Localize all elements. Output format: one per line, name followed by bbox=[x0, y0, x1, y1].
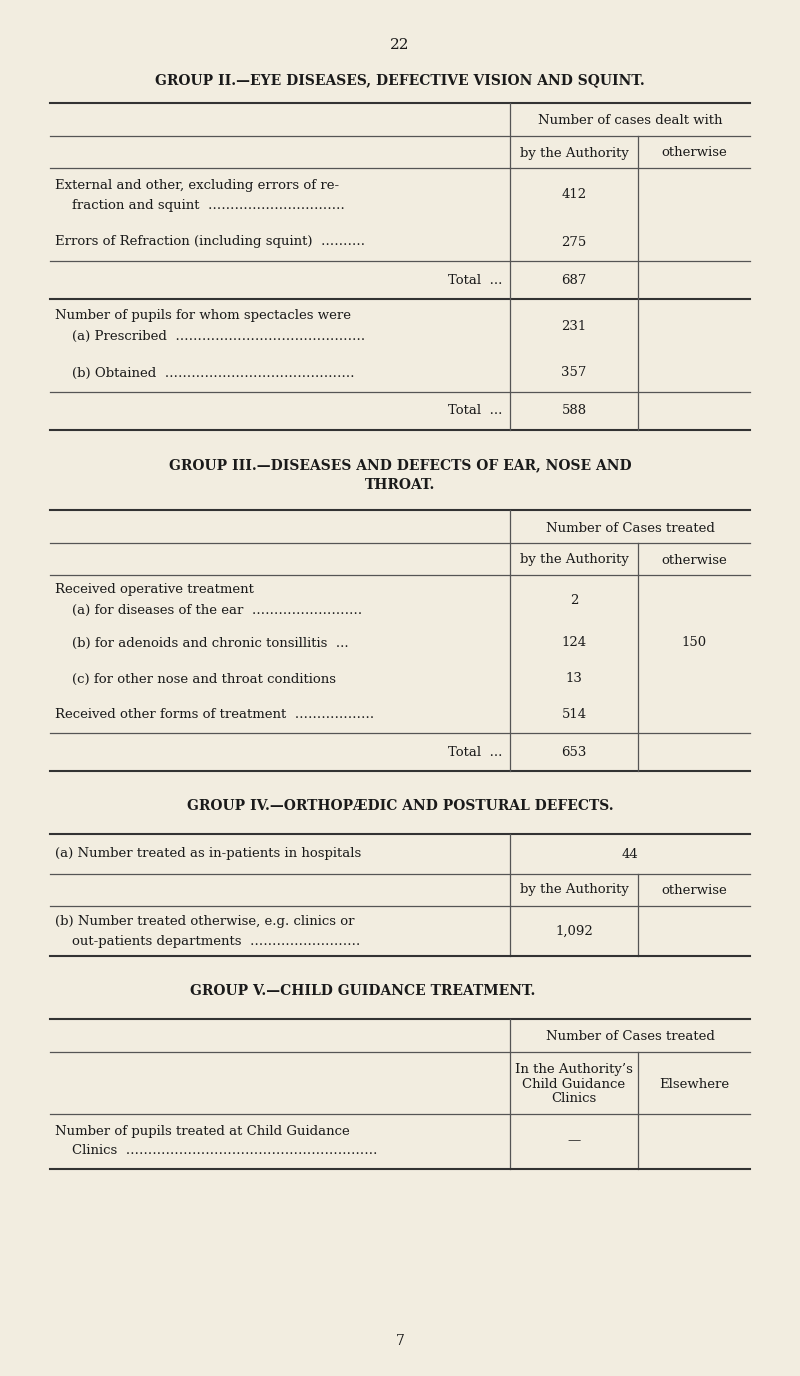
Text: (a) for diseases of the ear  …………………….: (a) for diseases of the ear ……………………. bbox=[55, 604, 362, 616]
Text: Clinics: Clinics bbox=[551, 1093, 597, 1105]
Text: (a) Prescribed  …………………………………….: (a) Prescribed ……………………………………. bbox=[55, 329, 365, 343]
Text: out-patients departments  …………………….: out-patients departments ……………………. bbox=[55, 934, 360, 948]
Text: otherwise: otherwise bbox=[661, 146, 727, 160]
Text: Child Guidance: Child Guidance bbox=[522, 1077, 626, 1091]
Text: 124: 124 bbox=[562, 637, 586, 649]
Text: —: — bbox=[567, 1134, 581, 1148]
Text: 687: 687 bbox=[562, 274, 586, 286]
Text: 22: 22 bbox=[390, 39, 410, 52]
Text: fraction and squint  ………………………….: fraction and squint …………………………. bbox=[55, 198, 345, 212]
Text: THROAT.: THROAT. bbox=[365, 477, 435, 493]
Text: In the Authority’s: In the Authority’s bbox=[515, 1062, 633, 1076]
Text: Number of Cases treated: Number of Cases treated bbox=[546, 1031, 714, 1043]
Text: GROUP II.—EYE DISEASES, DEFECTIVE VISION AND SQUINT.: GROUP II.—EYE DISEASES, DEFECTIVE VISION… bbox=[155, 73, 645, 87]
Text: Errors of Refraction (including squint)  ……….: Errors of Refraction (including squint) … bbox=[55, 235, 365, 249]
Text: (b) Obtained  …………………………………….: (b) Obtained ……………………………………. bbox=[55, 366, 354, 380]
Text: Total  ...: Total ... bbox=[448, 405, 502, 417]
Text: Received other forms of treatment  ………………: Received other forms of treatment ……………… bbox=[55, 709, 374, 721]
Text: 7: 7 bbox=[395, 1333, 405, 1348]
Text: Received operative treatment: Received operative treatment bbox=[55, 583, 254, 597]
Text: External and other, excluding errors of re-: External and other, excluding errors of … bbox=[55, 179, 339, 191]
Text: by the Authority: by the Authority bbox=[519, 553, 629, 567]
Text: 13: 13 bbox=[566, 673, 582, 685]
Text: 44: 44 bbox=[622, 848, 638, 860]
Text: 2: 2 bbox=[570, 593, 578, 607]
Text: Number of pupils for whom spectacles were: Number of pupils for whom spectacles wer… bbox=[55, 310, 351, 322]
Text: 150: 150 bbox=[682, 637, 706, 649]
Text: otherwise: otherwise bbox=[661, 553, 727, 567]
Text: Total  ...: Total ... bbox=[448, 746, 502, 758]
Text: (b) Number treated otherwise, e.g. clinics or: (b) Number treated otherwise, e.g. clini… bbox=[55, 915, 354, 927]
Text: Number of cases dealt with: Number of cases dealt with bbox=[538, 114, 722, 128]
Text: otherwise: otherwise bbox=[661, 883, 727, 897]
Text: 588: 588 bbox=[562, 405, 586, 417]
Text: Number of Cases treated: Number of Cases treated bbox=[546, 522, 714, 534]
Text: Number of pupils treated at Child Guidance: Number of pupils treated at Child Guidan… bbox=[55, 1124, 350, 1138]
Text: 231: 231 bbox=[562, 319, 586, 333]
Text: by the Authority: by the Authority bbox=[519, 883, 629, 897]
Text: 514: 514 bbox=[562, 709, 586, 721]
Text: 412: 412 bbox=[562, 189, 586, 201]
Text: (a) Number treated as in-patients in hospitals: (a) Number treated as in-patients in hos… bbox=[55, 848, 362, 860]
Text: GROUP III.—DISEASES AND DEFECTS OF EAR, NOSE AND: GROUP III.—DISEASES AND DEFECTS OF EAR, … bbox=[169, 458, 631, 472]
Text: (c) for other nose and throat conditions: (c) for other nose and throat conditions bbox=[55, 673, 336, 685]
Text: 357: 357 bbox=[562, 366, 586, 380]
Text: GROUP V.—CHILD GUIDANCE TREATMENT.: GROUP V.—CHILD GUIDANCE TREATMENT. bbox=[190, 984, 535, 998]
Text: 275: 275 bbox=[562, 235, 586, 249]
Text: Total  ...: Total ... bbox=[448, 274, 502, 286]
Text: by the Authority: by the Authority bbox=[519, 146, 629, 160]
Text: Elsewhere: Elsewhere bbox=[659, 1077, 729, 1091]
Text: (b) for adenoids and chronic tonsillitis  ...: (b) for adenoids and chronic tonsillitis… bbox=[55, 637, 349, 649]
Text: Clinics  …………………………………………………: Clinics ………………………………………………… bbox=[55, 1145, 378, 1157]
Text: 653: 653 bbox=[562, 746, 586, 758]
Text: 1,092: 1,092 bbox=[555, 925, 593, 937]
Text: GROUP IV.—ORTHOPÆDIC AND POSTURAL DEFECTS.: GROUP IV.—ORTHOPÆDIC AND POSTURAL DEFECT… bbox=[186, 799, 614, 813]
